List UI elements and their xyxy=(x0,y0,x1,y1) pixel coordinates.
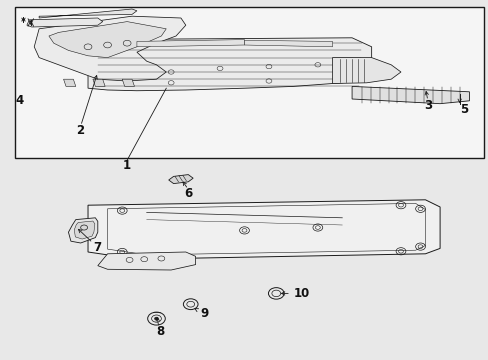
Polygon shape xyxy=(39,9,137,18)
Polygon shape xyxy=(98,252,195,270)
Text: 1: 1 xyxy=(123,159,131,172)
Text: 4: 4 xyxy=(16,94,23,107)
Polygon shape xyxy=(332,58,400,84)
Polygon shape xyxy=(88,38,371,91)
Text: 5: 5 xyxy=(460,103,468,116)
Text: 3: 3 xyxy=(423,99,431,112)
Polygon shape xyxy=(68,218,98,243)
Bar xyxy=(15,7,483,158)
Text: 9: 9 xyxy=(200,307,208,320)
Polygon shape xyxy=(244,40,332,47)
Polygon shape xyxy=(88,200,439,259)
Circle shape xyxy=(154,317,158,320)
Polygon shape xyxy=(34,16,185,81)
Polygon shape xyxy=(27,18,102,27)
Text: 7: 7 xyxy=(94,241,102,254)
Polygon shape xyxy=(168,175,193,184)
Polygon shape xyxy=(122,79,134,86)
Polygon shape xyxy=(49,22,166,58)
Polygon shape xyxy=(63,79,76,86)
Polygon shape xyxy=(137,40,244,47)
Text: 6: 6 xyxy=(184,187,192,200)
Text: 10: 10 xyxy=(293,287,310,300)
Text: 8: 8 xyxy=(156,325,164,338)
Polygon shape xyxy=(74,221,95,239)
Text: 2: 2 xyxy=(77,124,84,137)
Polygon shape xyxy=(93,79,105,86)
Polygon shape xyxy=(351,86,468,104)
